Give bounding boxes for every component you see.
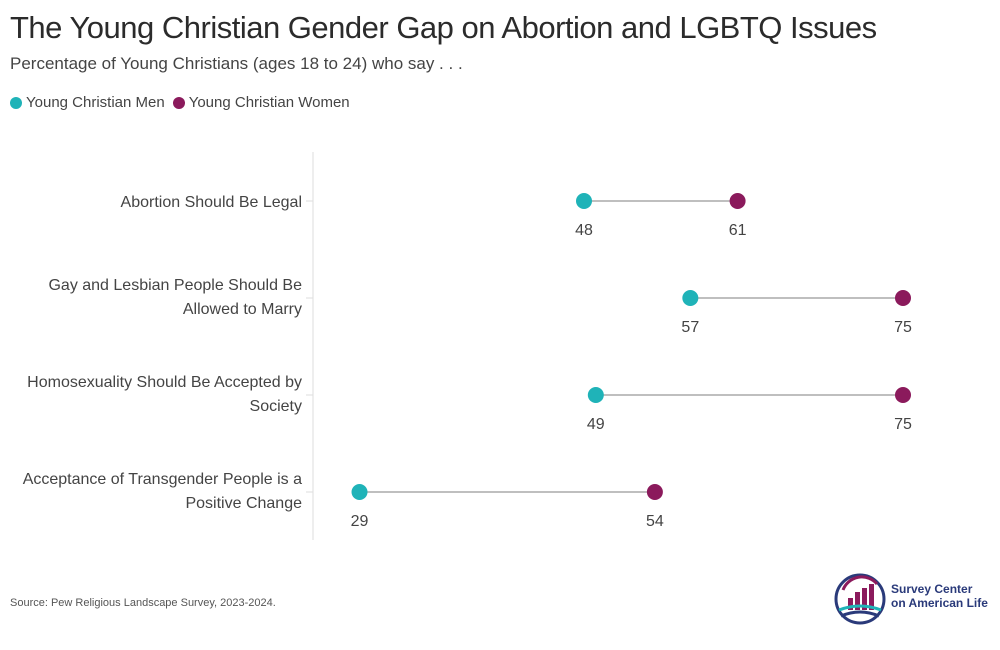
men-dot-1	[576, 193, 592, 209]
logo-icon	[834, 573, 886, 625]
category-label-2: Gay and Lesbian People Should Be Allowed …	[48, 277, 302, 318]
women-value-label-1: 61	[729, 222, 747, 239]
legend-item-men: Young Christian Men	[10, 94, 165, 111]
source-note: Source: Pew Religious Landscape Survey, …	[10, 597, 276, 609]
men-dot-2	[682, 290, 699, 306]
category-label-4: Acceptance of Transgender People is a Pos…	[23, 471, 302, 512]
men-dot-3	[587, 387, 604, 403]
logo-line-1: Survey Center	[891, 582, 973, 596]
legend-men-dot	[10, 96, 22, 109]
women-value-label-2: 75	[894, 319, 912, 336]
dot-plot-chart: Abortion Should Be Legal 48 61 Gay and Lesb…	[23, 152, 912, 540]
women-dot-3	[895, 387, 911, 403]
category-label-1: Abortion Should Be Legal	[121, 194, 302, 211]
men-dot-4	[351, 484, 368, 500]
women-dot-2	[895, 290, 911, 306]
legend: Young Christian Men Young Christian Wome…	[10, 94, 358, 111]
men-value-label-3: 49	[587, 416, 605, 433]
legend-men-label: Young Christian Men	[26, 94, 165, 111]
women-dot-1	[729, 193, 746, 209]
legend-women-label: Young Christian Women	[188, 94, 350, 111]
men-value-label-4: 29	[351, 513, 369, 530]
legend-women-dot	[172, 96, 185, 109]
women-value-label-3: 75	[894, 416, 912, 433]
category-label-3: Homosexuality Should Be Accepted by Socie…	[27, 374, 302, 415]
women-dot-4	[646, 484, 663, 500]
legend-item-women: Young Christian Women	[172, 94, 350, 111]
chart-title: The Young Christian Gender Gap on Aborti…	[10, 10, 877, 45]
survey-center-logo: Survey Center on American Life	[833, 572, 993, 628]
men-value-label-2: 57	[681, 319, 699, 336]
women-value-label-4: 54	[646, 513, 664, 530]
logo-text: Survey Center on American Life	[891, 582, 988, 610]
men-value-label-1: 48	[575, 222, 593, 239]
chart-subtitle: Percentage of Young Christians (ages 18 …	[10, 54, 463, 73]
logo-line-2: on American Life	[891, 596, 988, 610]
